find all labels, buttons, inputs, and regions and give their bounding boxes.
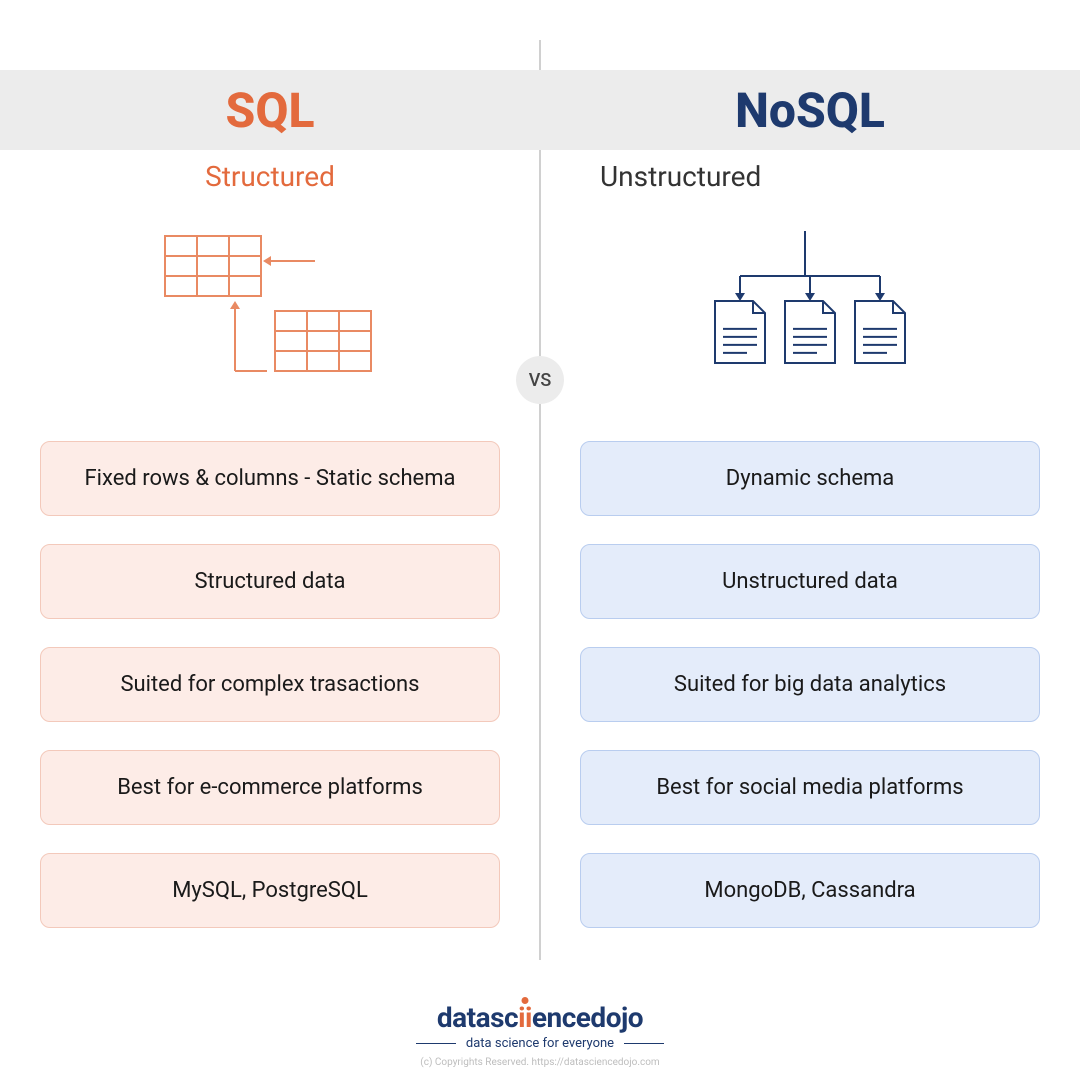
logo-prefix: datasc [437,1001,518,1034]
footer-logo: datasciiencedojo [0,1001,1080,1034]
feature-card: MySQL, PostgreSQL [40,853,500,928]
feature-card: Unstructured data [580,544,1040,619]
relational-tables-icon [155,231,385,391]
feature-card: Suited for complex trasactions [40,647,500,722]
logo-suffix: encedojo [532,1001,643,1034]
feature-card: Best for social media platforms [580,750,1040,825]
left-column: Structured Fixed rows & columns - Static… [0,150,540,928]
feature-card: Fixed rows & columns - Static schema [40,441,500,516]
feature-card: Dynamic schema [580,441,1040,516]
header-left: SQL [0,70,540,150]
right-title: NoSQL [735,82,885,139]
header-right: NoSQL [540,70,1080,150]
left-title: SQL [226,82,315,139]
logo-accent: ii [518,1001,532,1034]
tagline-text: data science for everyone [466,1036,614,1051]
left-cards: Fixed rows & columns - Static schema Stru… [40,441,500,928]
header-band: SQL NoSQL [0,70,1080,150]
feature-card: MongoDB, Cassandra [580,853,1040,928]
footer: datasciiencedojo data science for everyo… [0,1001,1080,1068]
feature-card: Structured data [40,544,500,619]
right-diagram [580,211,1040,411]
footer-copyright: (c) Copyrights Reserved. https://datasci… [0,1057,1080,1068]
right-column: Unstructured Dynamic schema Unstructured … [540,150,1080,928]
logo-dot-icon [521,997,528,1004]
right-cards: Dynamic schema Unstructured data Suited fo… [580,441,1040,928]
vs-badge: VS [516,356,564,404]
feature-card: Best for e-commerce platforms [40,750,500,825]
feature-card: Suited for big data analytics [580,647,1040,722]
footer-tagline: data science for everyone [0,1036,1080,1051]
left-diagram [40,211,500,411]
left-subtitle: Structured [205,160,335,193]
right-subtitle: Unstructured [580,160,761,193]
comparison-columns: Structured Fixed rows & columns - Static… [0,150,1080,928]
document-tree-icon [695,231,925,391]
